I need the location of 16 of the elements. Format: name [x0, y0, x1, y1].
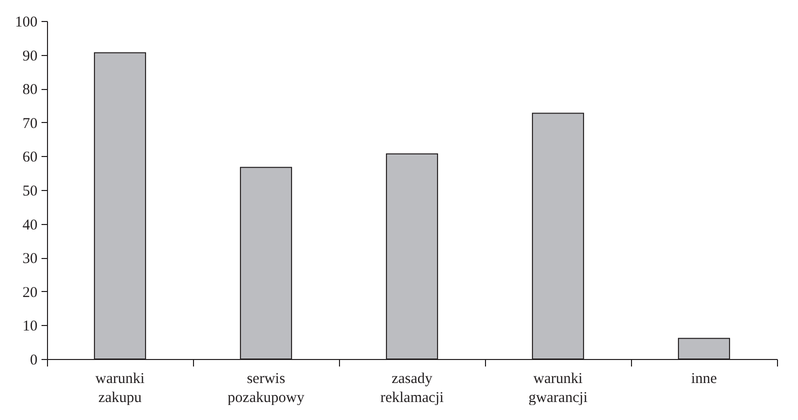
x-tick-label: warunki gwarancji [528, 371, 588, 406]
y-tick-label: 100 [15, 14, 38, 30]
y-tick-label: 10 [22, 318, 38, 335]
x-tick-label: inne [691, 371, 718, 387]
x-tick-label: warunki zakupu [95, 371, 145, 406]
y-tick-label: 20 [22, 284, 38, 301]
y-tick-label: 50 [22, 184, 38, 200]
y-tick-label: 40 [22, 217, 38, 234]
y-tick-label: 80 [22, 82, 38, 98]
y-tick-label: 60 [22, 150, 38, 166]
y-tick-label: 90 [22, 48, 38, 64]
y-tick-label: 30 [22, 251, 38, 268]
y-tick-label: 70 [22, 116, 38, 132]
x-tick-label: zasady reklamacji [380, 371, 444, 406]
y-tick-label: 0 [30, 352, 38, 368]
x-tick-label: serwis pozakupowy [228, 371, 305, 406]
